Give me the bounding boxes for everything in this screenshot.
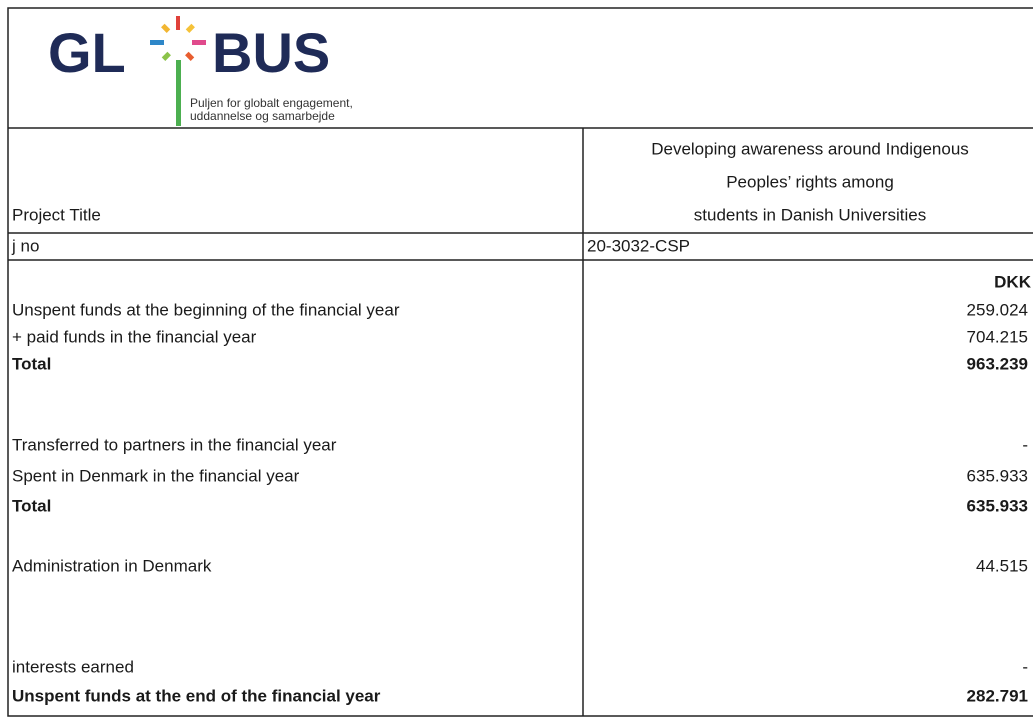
row-label: Unspent funds at the end of the financia…: [12, 686, 381, 705]
row-value: 635.933: [967, 496, 1028, 515]
jno-label: j no: [11, 236, 39, 255]
row-value: -: [1022, 435, 1028, 454]
row-value: 963.239: [967, 354, 1028, 373]
title-label: Project Title: [12, 205, 101, 224]
logo-cross: [176, 16, 180, 30]
row-label: Total: [12, 354, 51, 373]
logo-cross: [185, 51, 195, 61]
logo-cross: [161, 51, 171, 61]
row-label: + paid funds in the financial year: [12, 327, 257, 346]
project-title: students in Danish Universities: [694, 205, 926, 224]
row-value: 635.933: [967, 466, 1028, 485]
logo-right: BUS: [212, 21, 330, 84]
row-label: Spent in Denmark in the financial year: [12, 466, 300, 485]
logo-tagline: uddannelse og samarbejde: [190, 109, 335, 123]
logo-stem: [176, 60, 181, 126]
logo-left: GL: [48, 21, 126, 84]
logo-cross: [185, 23, 195, 33]
logo-cross: [150, 40, 164, 45]
row-value: 704.215: [967, 327, 1028, 346]
row-value: 282.791: [967, 686, 1028, 705]
currency: DKK: [994, 272, 1032, 291]
project-title: Peoples’ rights among: [726, 172, 894, 191]
row-value: -: [1022, 657, 1028, 676]
logo-tagline: Puljen for globalt engagement,: [190, 96, 353, 110]
project-title: Developing awareness around Indigenous: [651, 139, 969, 158]
table-border: [7, 7, 1033, 717]
logo-cross: [161, 23, 171, 33]
row-label: Transferred to partners in the financial…: [12, 435, 337, 454]
row-value: 259.024: [967, 300, 1028, 319]
row-label: Administration in Denmark: [12, 556, 212, 575]
logo-cross: [192, 40, 206, 45]
logo: GL BUS Puljen for globalt engagement, ud…: [48, 16, 353, 126]
row-label: interests earned: [12, 657, 134, 676]
row-label: Total: [12, 496, 51, 515]
row-label: Unspent funds at the beginning of the fi…: [12, 300, 400, 319]
row-value: 44.515: [976, 556, 1028, 575]
jno: 20-3032-CSP: [587, 236, 690, 255]
